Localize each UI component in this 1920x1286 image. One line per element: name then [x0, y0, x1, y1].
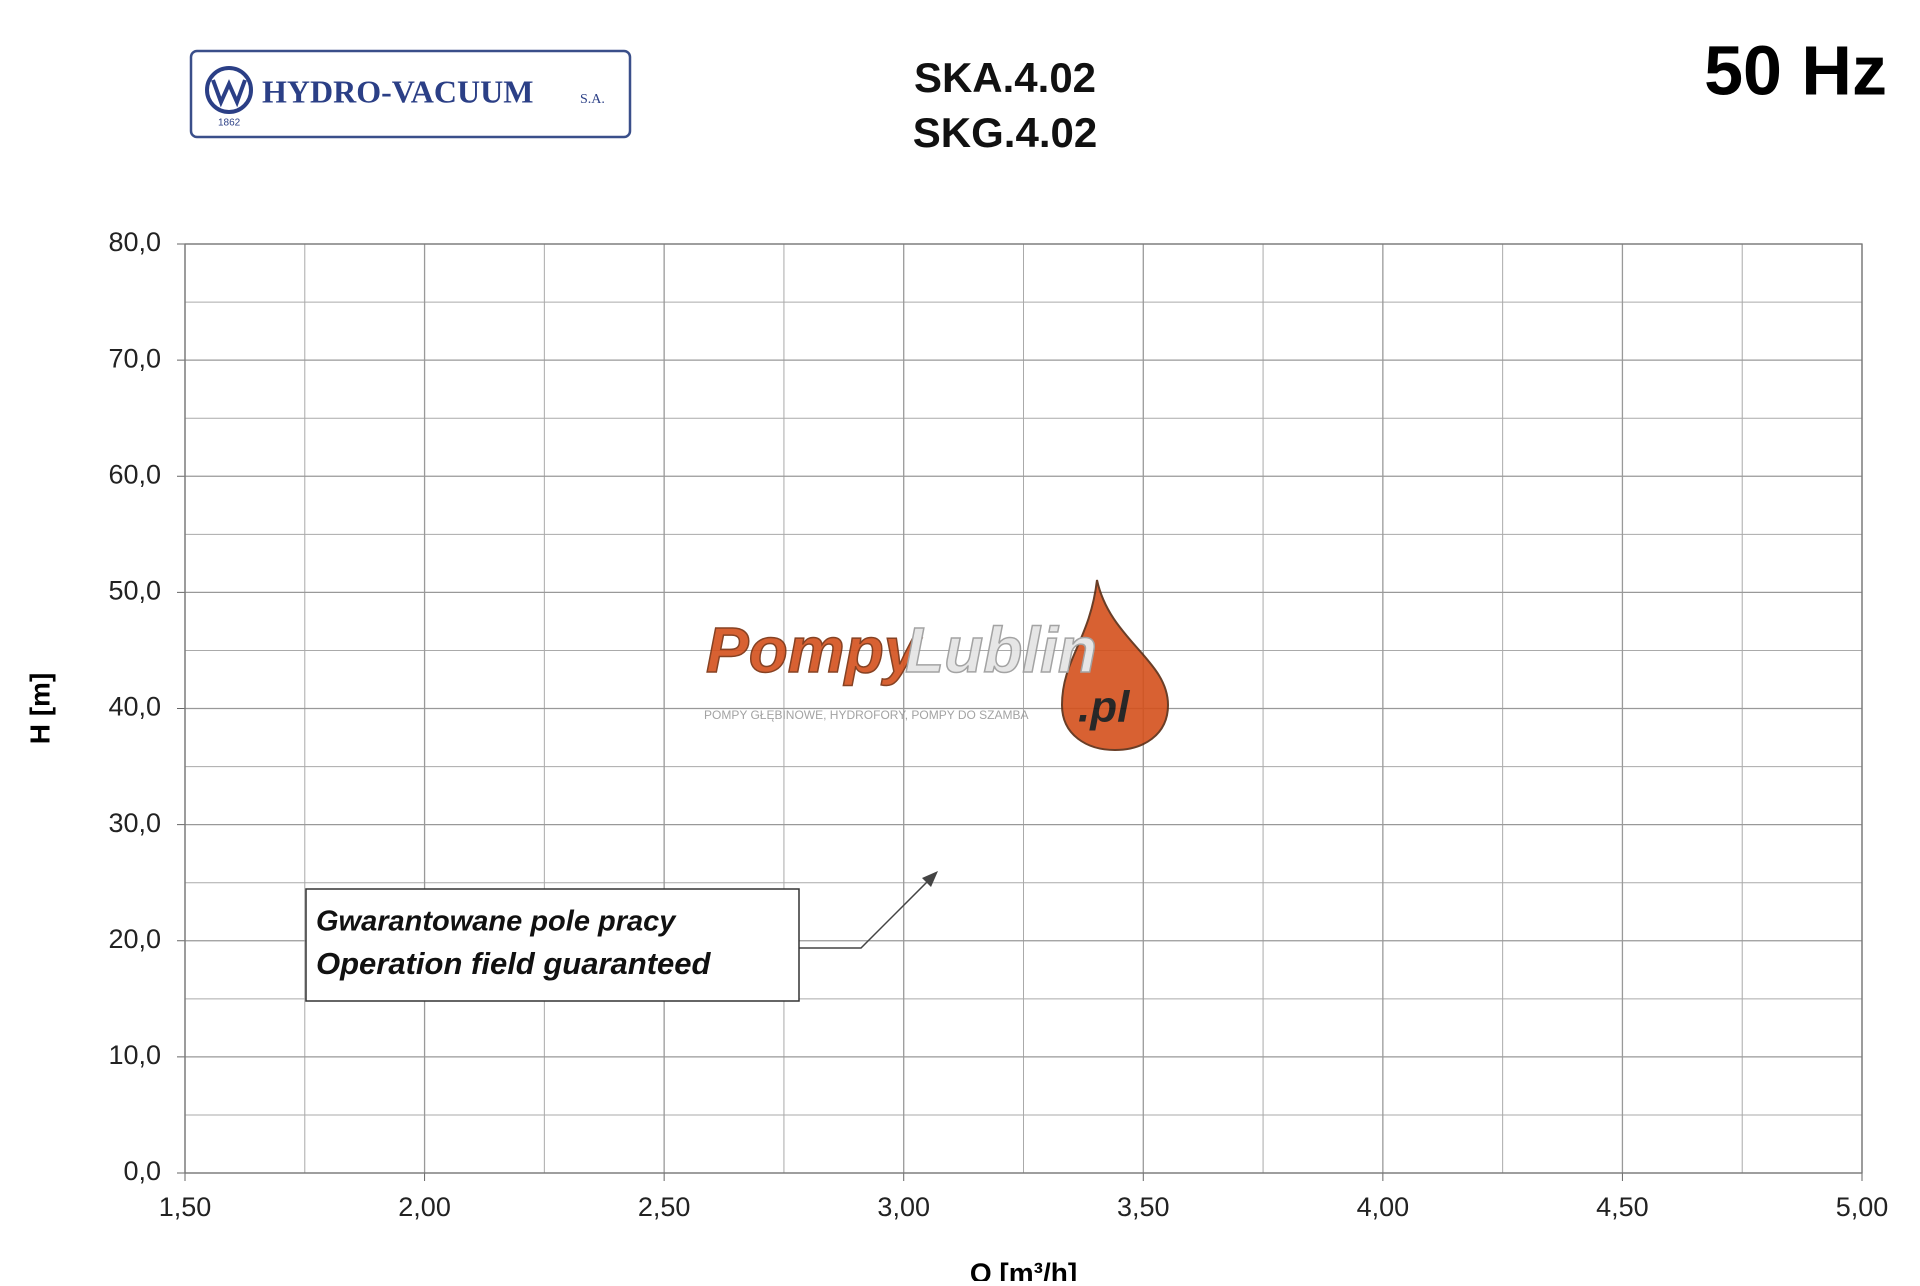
- y-tick-label: 40,0: [108, 692, 161, 722]
- frequency: 50 Hz: [1704, 31, 1887, 109]
- logo-text: HYDRO-VACUUM: [262, 73, 533, 109]
- y-tick-label: 60,0: [108, 459, 161, 489]
- annotation-leader: [799, 876, 933, 949]
- y-tick-label: 70,0: [108, 343, 161, 373]
- x-tick-label: 5,00: [1836, 1192, 1889, 1222]
- annotation-arrowhead: [922, 871, 938, 887]
- watermark-part: .pl: [1078, 683, 1130, 732]
- logo-year: 1862: [218, 118, 241, 129]
- y-tick-label: 50,0: [108, 576, 161, 606]
- logo-suffix: S.A.: [580, 92, 605, 107]
- x-tick-label: 3,50: [1117, 1192, 1170, 1222]
- logo-emblem: [205, 66, 253, 114]
- y-tick-label: 30,0: [108, 808, 161, 838]
- watermark-tagline: POMPY GŁĘBINOWE, HYDROFORY, POMPY DO SZA…: [704, 708, 1029, 722]
- logo-frame: [189, 49, 632, 139]
- model-title: SKG.4.02: [913, 109, 1097, 156]
- annotation-text: Gwarantowane pole pracy: [316, 906, 677, 938]
- y-tick-label: 0,0: [123, 1156, 161, 1186]
- watermark-drop: [1060, 579, 1170, 752]
- x-axis-label: Q [m³/h]: [970, 1257, 1077, 1281]
- x-tick-label: 3,00: [877, 1192, 930, 1222]
- logo: HYDRO-VACUUM S.A. 1862: [189, 49, 632, 139]
- y-axis-label: H [m]: [24, 673, 55, 745]
- annotation-box: [305, 888, 800, 1002]
- watermark-part: Pompy: [706, 614, 923, 686]
- watermark-part: Lublin: [905, 614, 1097, 686]
- x-tick-label: 1,50: [159, 1192, 212, 1222]
- y-tick-label: 20,0: [108, 924, 161, 954]
- annotation-text: Operation field guaranteed: [316, 946, 712, 981]
- plot-frame: [184, 243, 1863, 1174]
- watermark: Pompy Lublin .pl POMPY GŁĘBINOWE, HYDROF…: [704, 579, 1170, 752]
- model-title: SKA.4.02: [914, 54, 1096, 101]
- x-tick-label: 4,50: [1596, 1192, 1649, 1222]
- x-tick-label: 4,00: [1357, 1192, 1410, 1222]
- y-tick-label: 10,0: [108, 1040, 161, 1070]
- y-tick-label: 80,0: [108, 227, 161, 257]
- annotation: Gwarantowane pole pracy Operation field …: [305, 871, 938, 1002]
- logo-emblem-mark: [211, 79, 247, 108]
- x-tick-label: 2,00: [398, 1192, 451, 1222]
- plot: 0,0 10,0 20,0 30,0 40,0 50,0 60,0 70,0 80,0 1,50 2…: [24, 227, 1889, 1286]
- x-tick-label: 2,50: [638, 1192, 691, 1222]
